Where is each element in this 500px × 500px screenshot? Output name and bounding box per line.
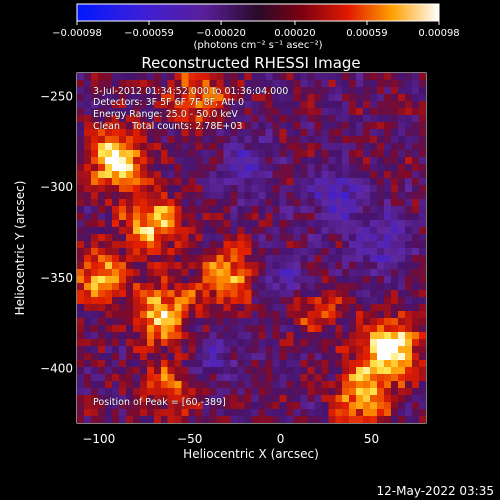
annotation-time-range: 3-Jul-2012 01:34:52.000 to 01:36:04.000 <box>93 86 289 97</box>
annotation-energy-range: Energy Range: 25.0 - 50.0 keV <box>93 109 238 120</box>
y-tick-label: −400 <box>40 362 73 376</box>
colorbar <box>76 3 440 22</box>
colorbar-tick-label: −0.00098 <box>52 28 102 39</box>
footer-date: 12-May-2022 03:35 <box>376 484 494 498</box>
y-tick-label: −350 <box>40 271 73 285</box>
x-tick-label: −50 <box>177 432 202 446</box>
chart-title: Reconstructed RHESSI Image <box>141 54 360 72</box>
x-tick-label: −100 <box>82 432 115 446</box>
colorbar-tick-label: −0.00020 <box>196 28 246 39</box>
colorbar-tick-label: 0.00059 <box>346 28 387 39</box>
colorbar-tick-label: 0.00020 <box>274 28 315 39</box>
x-tick-label: 50 <box>364 432 379 446</box>
peak-position-label: Position of Peak = [60,-389] <box>93 397 226 408</box>
annotation-detectors: Detectors: 3F 5F 6F 7F 8F, Att 0 <box>93 97 245 108</box>
y-tick-label: −250 <box>40 90 73 104</box>
colorbar-tick-label: 0.00098 <box>418 28 459 39</box>
rhessi-heatmap <box>77 73 426 423</box>
colorbar-ticks: −0.00098 −0.00059 −0.00020 0.00020 0.00059 0.… <box>52 21 460 39</box>
y-axis-label: Heliocentric Y (arcsec) <box>13 181 27 316</box>
x-tick-label: 0 <box>277 432 285 446</box>
x-axis-label: Heliocentric X (arcsec) <box>183 447 319 461</box>
annotation-clean-counts: Clean Total counts: 2.78E+03 <box>93 121 243 132</box>
y-tick-label: −300 <box>40 180 73 194</box>
colorbar-unit-label: (photons cm⁻² s⁻¹ asec⁻²) <box>193 40 322 51</box>
colorbar-tick-label: −0.00059 <box>124 28 174 39</box>
